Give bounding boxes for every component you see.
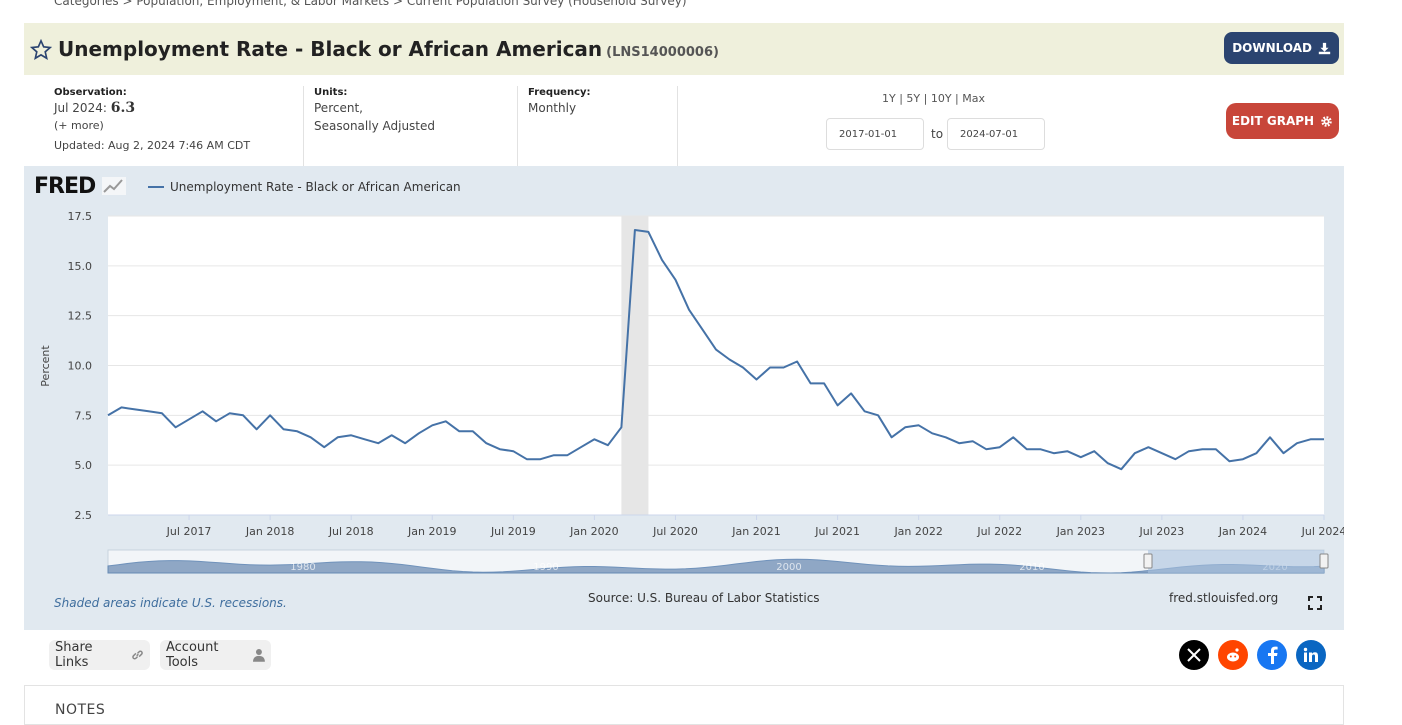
frequency-value: Monthly <box>528 101 577 115</box>
share-links-button[interactable]: Share Links <box>49 640 150 670</box>
user-icon <box>253 649 265 662</box>
navigator-label: 1990 <box>533 562 558 573</box>
start-date-input[interactable] <box>826 118 924 150</box>
download-icon <box>1318 42 1331 54</box>
x-tick-label: Jul 2018 <box>328 525 374 538</box>
account-tools-label: Account Tools <box>166 640 219 670</box>
linkedin-logo-icon <box>1303 647 1318 662</box>
updated-text: Updated: Aug 2, 2024 7:46 AM CDT <box>54 139 251 152</box>
x-tick-label: Jul 2024 <box>1301 525 1344 538</box>
navigator-area <box>107 558 1325 574</box>
edit-graph-label: EDIT GRAPH <box>1231 114 1315 128</box>
fred-logo: FRED <box>34 174 126 199</box>
x-tick-label: Jul 2023 <box>1138 525 1184 538</box>
navigator-label: 2000 <box>776 562 801 573</box>
frequency-label: Frequency: <box>528 87 591 98</box>
series-title: Unemployment Rate - Black or African Ame… <box>58 37 603 61</box>
source-text: Source: U.S. Bureau of Labor Statistics <box>588 591 820 605</box>
divider <box>517 86 518 166</box>
reddit-share-icon[interactable] <box>1218 640 1248 670</box>
legend-label: Unemployment Rate - Black or African Ame… <box>170 180 461 194</box>
more-link[interactable]: (+ more) <box>54 119 104 132</box>
y-tick-label: 17.5 <box>68 210 93 223</box>
chart-legend: Unemployment Rate - Black or African Ame… <box>148 180 461 194</box>
observation-value: 6.3 <box>110 100 136 116</box>
y-tick-label: 12.5 <box>68 310 93 323</box>
units-line1: Percent, <box>314 101 363 115</box>
fred-logo-text: FRED <box>34 174 96 199</box>
frequency-block: Frequency: Monthly <box>528 87 591 117</box>
share-links-label: Share Links <box>55 640 93 670</box>
gear-icon <box>1321 115 1332 127</box>
notes-section: NOTES <box>24 685 1344 725</box>
x-tick-label: Jan 2024 <box>1218 525 1267 538</box>
reddit-logo-icon <box>1227 648 1239 662</box>
units-line2: Seasonally Adjusted <box>314 119 436 133</box>
date-to-label: to <box>931 127 944 141</box>
range-navigator[interactable]: 19801990200020102020 <box>107 549 1329 574</box>
line-chart[interactable]: 17.5 15.0 12.5 10.0 7.5 5.0 2.5 Percent Jul 2017… <box>24 166 1344 586</box>
y-tick-label: 15.0 <box>68 260 93 273</box>
navigator-handle <box>1143 553 1153 569</box>
breadcrumb[interactable]: Categories > Population, Employment, & L… <box>54 0 687 8</box>
observation-label: Observation: <box>54 87 127 98</box>
linkedin-share-icon[interactable] <box>1296 640 1326 670</box>
facebook-logo-icon <box>1268 646 1278 664</box>
download-label: DOWNLOAD <box>1232 41 1312 55</box>
plot-area: 17.5 15.0 12.5 10.0 7.5 5.0 2.5 Percent Jul 2017… <box>39 210 1344 538</box>
navigator-label: 2010 <box>1019 562 1044 573</box>
series-line <box>107 229 1324 471</box>
range-links[interactable]: 1Y | 5Y | 10Y | Max <box>882 92 985 105</box>
observation-block: Observation: Jul 2024: 6.3 (+ more) Upda… <box>54 87 250 155</box>
observation-line: Jul 2024: 6.3 <box>54 99 250 117</box>
x-share-icon[interactable] <box>1179 640 1209 670</box>
navigator-handle <box>1319 553 1329 569</box>
units-block: Units: Percent, Seasonally Adjusted <box>314 87 435 135</box>
x-tick-label: Jul 2017 <box>166 525 212 538</box>
fullscreen-icon[interactable] <box>1308 596 1322 610</box>
graph-panel: FRED Unemployment Rate - Black or Africa… <box>24 166 1344 630</box>
x-logo-icon <box>1187 648 1201 662</box>
navigator-selection <box>1148 550 1324 573</box>
x-tick-label: Jul 2019 <box>490 525 536 538</box>
series-id: (LNS14000006) <box>606 45 719 60</box>
y-axis-label: Percent <box>39 345 52 387</box>
y-tick-label: 2.5 <box>75 509 93 522</box>
page-title: Unemployment Rate - Black or African Ame… <box>58 37 719 61</box>
title-bar: Unemployment Rate - Black or African Ame… <box>24 23 1344 75</box>
x-tick-label: Jan 2021 <box>731 525 780 538</box>
x-tick-label: Jul 2022 <box>976 525 1022 538</box>
account-tools-button[interactable]: Account Tools <box>160 640 271 670</box>
navigator-label: 1980 <box>290 562 315 573</box>
y-tick-label: 5.0 <box>75 459 93 472</box>
x-tick-label: Jan 2023 <box>1056 525 1105 538</box>
x-tick-label: Jan 2018 <box>245 525 294 538</box>
x-tick-label: Jan 2020 <box>569 525 618 538</box>
divider <box>303 86 304 166</box>
x-tick-label: Jul 2021 <box>814 525 860 538</box>
star-icon[interactable] <box>30 39 52 61</box>
edit-graph-button[interactable]: EDIT GRAPH <box>1226 103 1339 139</box>
fred-chart-icon <box>101 177 126 195</box>
site-url[interactable]: fred.stlouisfed.org <box>1169 591 1279 605</box>
x-tick-label: Jul 2020 <box>652 525 698 538</box>
download-button[interactable]: DOWNLOAD <box>1224 32 1339 64</box>
legend-swatch <box>148 186 164 188</box>
recession-note: Shaded areas indicate U.S. recessions. <box>54 596 287 610</box>
link-icon <box>132 650 143 660</box>
x-tick-label: Jan 2019 <box>407 525 456 538</box>
y-tick-label: 10.0 <box>68 360 93 373</box>
y-tick-label: 7.5 <box>75 409 93 422</box>
end-date-input[interactable] <box>947 118 1045 150</box>
facebook-share-icon[interactable] <box>1257 640 1287 670</box>
divider <box>677 86 678 166</box>
notes-title: NOTES <box>55 702 106 718</box>
observation-period: Jul 2024: <box>54 101 107 115</box>
units-label: Units: <box>314 87 348 98</box>
x-tick-label: Jan 2022 <box>893 525 942 538</box>
